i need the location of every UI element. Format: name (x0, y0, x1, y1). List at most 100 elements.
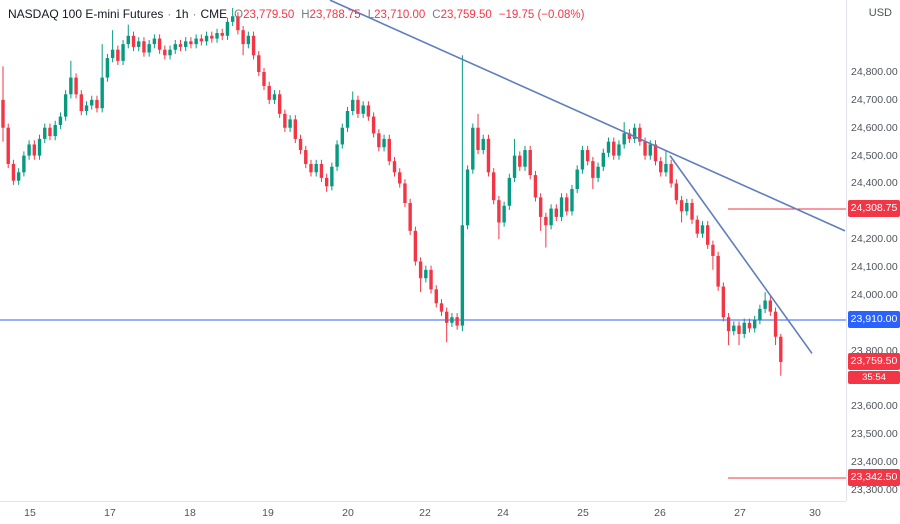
price-axis-label: 23,400.00 (851, 456, 898, 469)
candle-body (178, 44, 183, 47)
candle-body (204, 35, 209, 42)
candle-body (366, 105, 371, 117)
candle-body (747, 322, 752, 329)
candle-body (53, 124, 57, 137)
candle-body (398, 172, 402, 184)
candle-body (272, 94, 277, 100)
candle-body (251, 35, 256, 56)
candle-body (220, 32, 224, 36)
candle-body (716, 255, 720, 287)
alert-price-badge[interactable]: 24,308.75 (848, 199, 900, 217)
candle-body (711, 244, 715, 256)
candle-body (502, 205, 506, 223)
candle-body (16, 172, 21, 181)
candle-body (105, 58, 110, 78)
candle-body (601, 152, 605, 167)
candle-body (63, 94, 68, 117)
price-axis-label: 24,400.00 (851, 177, 898, 190)
trendline[interactable] (669, 155, 813, 354)
candle-body (434, 289, 438, 304)
candle-body (606, 141, 611, 153)
candle-body (168, 49, 172, 56)
candle-body (570, 189, 574, 212)
time-axis[interactable]: 15 17 18 19 20 22 24 25 26 27 30 (0, 501, 846, 524)
price-axis[interactable]: USD 24,800.00 24,700.00 24,600.00 24,500.00… (846, 0, 900, 501)
hline-price-badge[interactable]: 23,910.00 (848, 311, 900, 328)
candle-body (554, 208, 559, 217)
separator: · (167, 9, 172, 21)
candle-body (43, 127, 47, 139)
time-axis-label: 26 (654, 507, 666, 519)
candle-body (559, 197, 564, 217)
time-axis-label: 25 (577, 507, 589, 519)
candle-body (142, 41, 146, 53)
candle-body (445, 311, 449, 323)
candle-body (460, 225, 465, 326)
candle-body (752, 320, 757, 329)
candle-body (116, 49, 120, 61)
candlestick-chart[interactable] (0, 0, 846, 501)
time-axis-label: 27 (734, 507, 746, 519)
candle-body (632, 127, 637, 139)
candle-body (695, 219, 699, 234)
candle-body (643, 141, 647, 156)
candle-body (612, 141, 616, 156)
price-axis-label: 24,800.00 (851, 66, 898, 78)
change-value: −19.75 (−0.08%) (498, 9, 585, 21)
candle-body (32, 144, 37, 156)
open-label: O (234, 9, 244, 21)
candle-body (69, 77, 73, 95)
price-axis-label: 23,500.00 (851, 428, 898, 441)
alert-price-badge[interactable]: 23,342.50 (848, 469, 900, 487)
candle-body (257, 55, 261, 72)
price-axis-label: 24,600.00 (851, 121, 898, 134)
interval-label[interactable]: 1h (175, 7, 189, 21)
candle-body (79, 94, 83, 112)
time-axis-label: 24 (497, 507, 509, 519)
candle-body (84, 105, 89, 112)
candle-body (726, 317, 731, 332)
price-axis-label: 24,200.00 (851, 233, 898, 246)
candle-body (345, 111, 350, 128)
candle-body (737, 325, 741, 334)
exchange-label[interactable]: CME (200, 7, 228, 21)
candle-body (241, 30, 245, 45)
candle-body (617, 144, 621, 156)
candle-body (392, 161, 397, 173)
candle-body (194, 38, 198, 45)
price-axis-label: 23,600.00 (851, 400, 898, 413)
candle-body (163, 49, 167, 56)
close-value: 23,759.50 (440, 9, 492, 21)
candle-body (648, 144, 652, 156)
candle-body (335, 144, 339, 167)
candle-body (465, 169, 470, 226)
candle-body (95, 99, 99, 109)
time-axis-label: 15 (24, 507, 36, 519)
symbol-title[interactable]: NASDAQ 100 E-mini Futures (8, 7, 164, 21)
candle-body (418, 261, 423, 279)
trendline[interactable] (329, 0, 846, 232)
candle-body (22, 155, 26, 173)
candle-body (471, 127, 475, 170)
time-axis-label: 20 (342, 507, 354, 519)
candle-body (225, 21, 230, 36)
candle-body (309, 163, 313, 173)
time-axis-label: 30 (809, 507, 821, 519)
candle-body (283, 113, 287, 128)
candle-body (330, 166, 334, 187)
candle-body (659, 161, 663, 173)
last-price-badge: 23,759.50 (848, 352, 900, 370)
bar-countdown: 35:54 (848, 370, 900, 384)
high-value: 23,788.75 (309, 9, 361, 21)
candle-body (1, 99, 5, 128)
candle-body (758, 308, 762, 321)
currency-label[interactable]: USD (868, 7, 892, 19)
candle-body (356, 99, 360, 114)
candle-body (773, 311, 778, 337)
candle-body (403, 183, 407, 203)
chart-area[interactable]: NASDAQ 100 E-mini Futures · 1h · CME O23,779.… (0, 0, 846, 501)
candle-body (638, 127, 642, 142)
price-axis-label: 24,500.00 (851, 149, 898, 162)
price-axis-label: 24,100.00 (851, 261, 898, 274)
